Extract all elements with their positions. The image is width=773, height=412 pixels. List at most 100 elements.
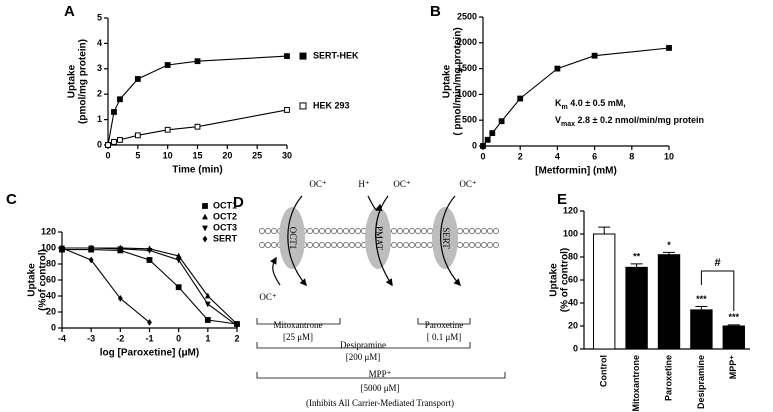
marker bbox=[591, 52, 598, 59]
y-tick-label: 1 bbox=[97, 114, 102, 124]
x-tick-label: Control bbox=[599, 355, 609, 387]
lipid bbox=[349, 242, 355, 248]
marker bbox=[234, 323, 240, 329]
marker bbox=[105, 142, 111, 148]
error-bar bbox=[695, 305, 708, 310]
x-tick-label: -1 bbox=[145, 333, 153, 343]
legend-marker bbox=[202, 235, 208, 243]
lipid bbox=[355, 228, 361, 234]
marker bbox=[88, 245, 95, 252]
x-tick-label: 8 bbox=[629, 151, 634, 161]
inhibitor-name: Paroxetine bbox=[425, 320, 464, 330]
annotation-part: 2.8 ± 0.2 nmol/min/mg protein bbox=[575, 115, 704, 125]
y-tick-label: 80 bbox=[568, 251, 578, 261]
y-axis-label: Uptake bbox=[27, 263, 38, 297]
x-tick-label: 4 bbox=[555, 151, 560, 161]
lipid bbox=[265, 242, 271, 248]
y-tick-label: 120 bbox=[41, 226, 56, 236]
bracket bbox=[256, 318, 341, 325]
y-axis-label: ( pmol/min/mg protein) bbox=[453, 27, 464, 135]
transporter bbox=[432, 207, 458, 269]
panel-letter: E bbox=[557, 191, 567, 208]
lipid bbox=[397, 228, 403, 234]
diagram-note: (Inhibits All Carrier-Mediated Transport… bbox=[306, 398, 454, 408]
marker bbox=[204, 292, 211, 299]
marker bbox=[117, 96, 123, 103]
bar bbox=[657, 254, 681, 350]
error-bar bbox=[663, 251, 675, 255]
x-tick-label: 5 bbox=[135, 150, 140, 160]
substrate: OC⁺ bbox=[459, 179, 477, 189]
marker bbox=[484, 136, 491, 143]
bar bbox=[593, 233, 616, 350]
lipid bbox=[409, 228, 415, 234]
lipid bbox=[397, 242, 403, 248]
x-tick-label: 0 bbox=[176, 333, 181, 343]
y-tick-label: 40 bbox=[568, 297, 578, 307]
x-tick-label: 0 bbox=[480, 151, 485, 161]
panel-letter: B bbox=[430, 3, 441, 20]
transporter-label: PMAT bbox=[374, 226, 384, 251]
lipid bbox=[319, 228, 325, 234]
marker bbox=[204, 301, 211, 308]
marker bbox=[194, 123, 201, 130]
y-tick-label: 2000 bbox=[457, 37, 477, 47]
arrow bbox=[287, 195, 307, 287]
lipid bbox=[493, 242, 499, 248]
substrate: OC⁺ bbox=[309, 179, 327, 189]
x-axis-label: log [Paroxetine] (μM) bbox=[100, 348, 199, 359]
annotation-part: m bbox=[562, 104, 568, 111]
marker bbox=[59, 244, 65, 252]
lipid bbox=[463, 228, 469, 234]
marker bbox=[134, 76, 141, 82]
y-tick-label: 4 bbox=[97, 38, 102, 48]
error-bar bbox=[598, 226, 611, 234]
y-tick-label: 500 bbox=[462, 115, 477, 125]
bracket bbox=[256, 342, 471, 349]
legend-marker bbox=[299, 102, 307, 110]
marker bbox=[284, 53, 290, 60]
bar bbox=[722, 325, 745, 350]
marker bbox=[147, 319, 152, 326]
x-axis-label: [Metformin] (mM) bbox=[535, 166, 617, 177]
substrate: OC⁺ bbox=[393, 179, 411, 189]
x-tick-label: -2 bbox=[116, 333, 124, 343]
marker bbox=[554, 65, 561, 72]
significance-bracket bbox=[700, 270, 735, 311]
marker bbox=[146, 257, 153, 263]
lipid bbox=[331, 228, 337, 234]
lipid bbox=[325, 228, 331, 234]
annotation: Km 4.0 ± 0.5 mM, bbox=[555, 98, 626, 111]
lipid bbox=[415, 242, 421, 248]
x-tick-label: Paroxetine bbox=[663, 355, 673, 401]
value-label: *** bbox=[696, 294, 707, 304]
marker bbox=[480, 143, 486, 149]
marker bbox=[194, 58, 201, 65]
arrow bbox=[440, 195, 461, 287]
marker bbox=[175, 252, 182, 259]
x-tick-label: 0 bbox=[105, 150, 110, 160]
annotation-part: max bbox=[561, 121, 575, 128]
bar bbox=[625, 266, 648, 350]
marker bbox=[489, 130, 496, 136]
y-axis-label: Uptake bbox=[549, 263, 560, 297]
y-tick-label: 3 bbox=[97, 63, 102, 73]
lipid bbox=[403, 242, 409, 248]
lipid bbox=[421, 228, 427, 234]
x-tick-label: 1 bbox=[205, 333, 210, 343]
x-tick-label: 2 bbox=[518, 151, 523, 161]
lipid bbox=[391, 242, 397, 248]
substrate: H⁺ bbox=[358, 179, 369, 189]
error-bar bbox=[727, 324, 740, 326]
annotation: Vmax 2.8 ± 0.2 nmol/min/mg protein bbox=[555, 115, 704, 128]
y-tick-label: 40 bbox=[46, 290, 56, 300]
lipid bbox=[421, 242, 427, 248]
inhibitor-name: MPP⁺ bbox=[369, 369, 392, 379]
lipid bbox=[313, 228, 319, 234]
legend-label: SERT-HEK bbox=[313, 50, 359, 60]
y-tick-label: 2 bbox=[97, 89, 102, 99]
value-label: ** bbox=[633, 251, 641, 261]
marker bbox=[175, 284, 182, 291]
lipid bbox=[427, 242, 433, 248]
lipid bbox=[355, 242, 361, 248]
